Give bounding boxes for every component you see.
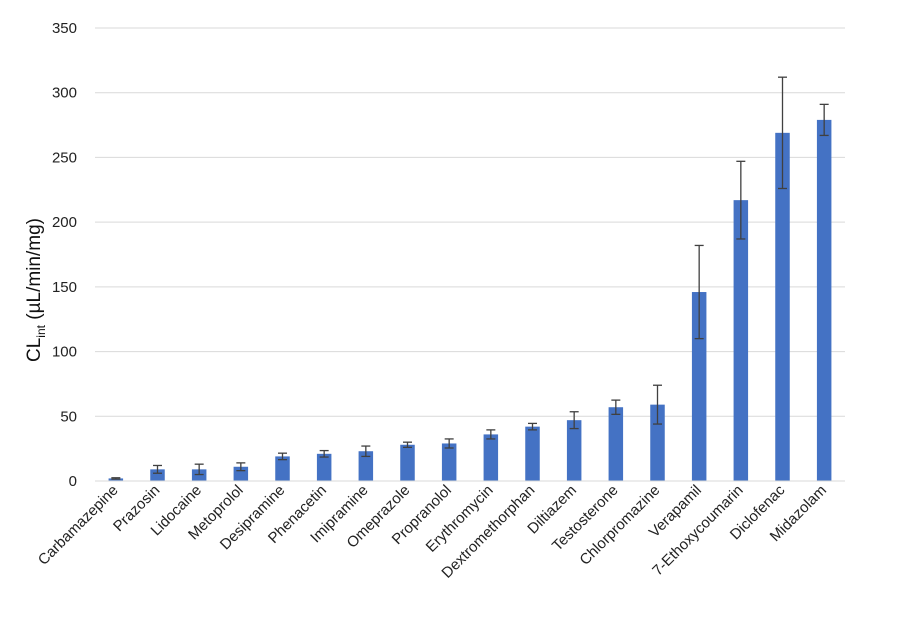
error-bar [153,464,162,474]
bars [108,119,832,481]
error-bar [278,452,287,461]
gridlines [95,27,845,417]
bar [483,434,499,481]
error-bar [694,244,704,340]
error-bars [111,76,829,480]
bar [733,200,749,481]
error-bar [403,441,412,448]
error-bar [528,422,537,431]
y-tick-label: 150 [52,279,77,296]
error-bar [819,103,829,137]
bar [816,119,832,481]
y-tick-label: 50 [60,408,77,425]
error-bar [444,438,454,449]
bar [608,407,624,481]
bar [566,420,582,481]
bar [358,451,374,481]
y-axis-title: CLint (µL/min/mg) [24,218,48,362]
y-tick-label: 300 [52,85,77,102]
error-bar [319,449,329,458]
bar [275,456,290,481]
category-labels: CarbamazepinePrazosinLidocaineMetoprolol… [35,481,830,581]
error-bar [778,76,787,190]
y-tick-label: 350 [52,20,77,37]
bar [775,132,790,481]
bar [525,426,540,481]
y-tick-label: 250 [52,149,77,166]
bar [150,469,165,481]
error-bar [111,477,121,480]
error-bar [194,463,204,476]
error-bar [653,384,662,425]
error-bar [486,429,496,440]
error-bar [611,399,621,415]
y-tick-label: 100 [52,344,77,361]
error-bar [736,160,746,240]
y-axis-title-subscript: int [34,324,48,337]
error-bar [361,445,371,458]
bar [400,444,415,481]
y-axis-title-unit: (µL/min/mg) [24,218,45,325]
y-tick-label: 0 [69,473,77,490]
bar [441,443,457,481]
bar [316,453,332,481]
error-bar [236,462,246,472]
y-axis-ticks: 0 50 100 150 200 250 300 350 [52,20,77,490]
y-axis-title-main: CL [24,338,45,362]
category-label: Carbamazepine [35,482,122,569]
error-bar [569,411,579,430]
y-tick-label: 200 [52,214,77,231]
